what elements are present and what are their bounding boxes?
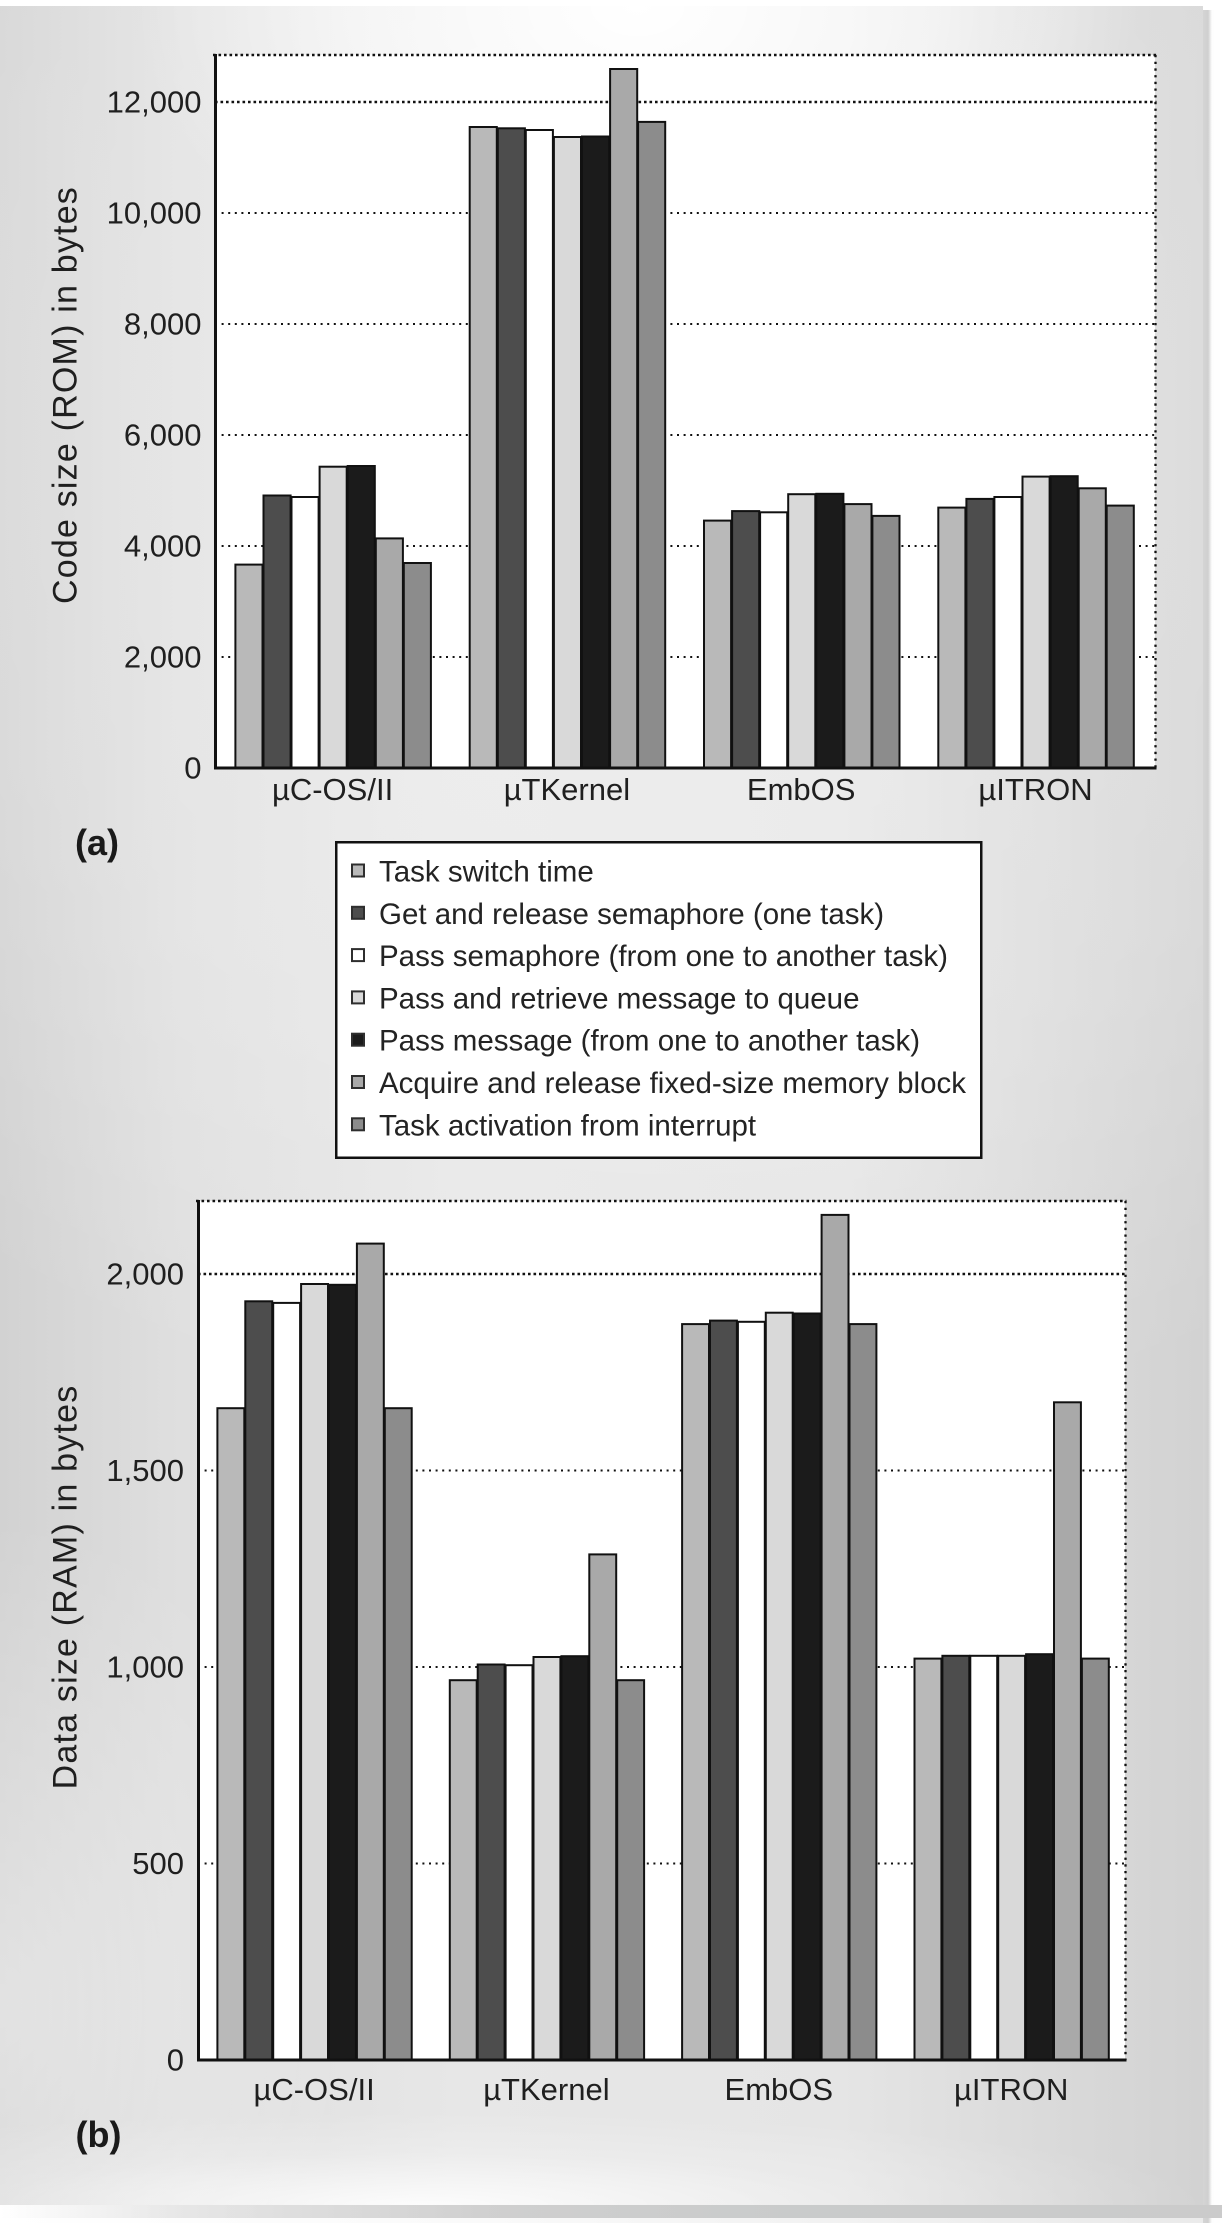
- svg-text:Task activation from interrupt: Task activation from interrupt: [379, 1109, 756, 1142]
- svg-text:2,000: 2,000: [106, 1257, 184, 1292]
- svg-text:EmbOS: EmbOS: [747, 772, 856, 807]
- svg-text:(a): (a): [75, 822, 119, 863]
- svg-text:6,000: 6,000: [124, 418, 202, 453]
- svg-text:µC-OS/II: µC-OS/II: [253, 2072, 374, 2107]
- svg-text:EmbOS: EmbOS: [725, 2072, 834, 2107]
- svg-text:Pass and retrieve message to q: Pass and retrieve message to queue: [379, 982, 859, 1015]
- svg-text:µITRON: µITRON: [978, 772, 1092, 807]
- svg-text:4,000: 4,000: [124, 529, 202, 564]
- svg-text:Task switch time: Task switch time: [379, 856, 594, 889]
- svg-text:(b): (b): [76, 2114, 122, 2155]
- svg-text:µC-OS/II: µC-OS/II: [272, 772, 393, 807]
- svg-text:12,000: 12,000: [107, 85, 202, 120]
- svg-text:2,000: 2,000: [124, 640, 202, 675]
- svg-text:Acquire and release fixed-size: Acquire and release fixed-size memory bl…: [379, 1067, 966, 1100]
- svg-text:Get and release semaphore (one: Get and release semaphore (one task): [379, 898, 884, 931]
- svg-text:0: 0: [167, 2043, 184, 2078]
- svg-text:10,000: 10,000: [107, 196, 202, 231]
- svg-text:µTKernel: µTKernel: [504, 772, 630, 807]
- svg-text:8,000: 8,000: [124, 307, 202, 342]
- svg-text:Pass semaphore (from one to an: Pass semaphore (from one to another task…: [379, 940, 948, 973]
- svg-text:µITRON: µITRON: [954, 2072, 1068, 2107]
- svg-text:Code size (ROM) in bytes: Code size (ROM) in bytes: [47, 186, 85, 604]
- svg-text:1,500: 1,500: [106, 1453, 184, 1488]
- svg-text:500: 500: [132, 1846, 184, 1881]
- svg-text:0: 0: [184, 751, 201, 786]
- svg-text:Data size (RAM) in bytes: Data size (RAM) in bytes: [47, 1385, 85, 1790]
- svg-text:1,000: 1,000: [106, 1650, 184, 1685]
- svg-text:µTKernel: µTKernel: [483, 2072, 609, 2107]
- svg-text:Pass message (from one to anot: Pass message (from one to another task): [379, 1025, 920, 1058]
